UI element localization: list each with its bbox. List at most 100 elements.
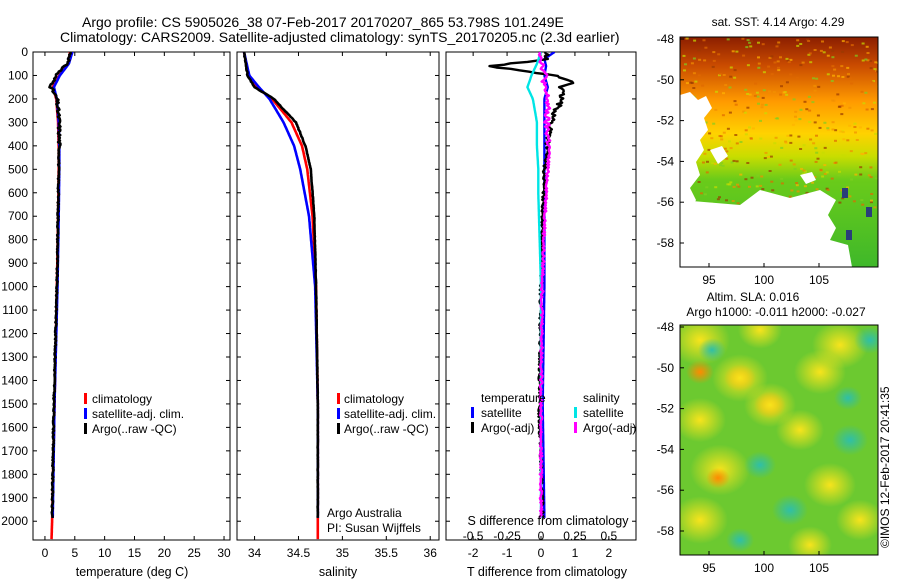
sst-texture	[756, 95, 760, 98]
sst-texture	[795, 182, 799, 184]
depth-tick-label: 1200	[1, 327, 28, 341]
sst-texture	[729, 66, 733, 69]
sst-texture	[836, 93, 840, 96]
sst-texture	[815, 151, 819, 154]
sst-texture	[826, 127, 830, 130]
depth-tick-label: 500	[8, 162, 28, 176]
title-line-2: Climatology: CARS2009. Satellite-adjuste…	[60, 29, 620, 45]
sst-texture	[837, 174, 841, 177]
sst-texture	[728, 140, 731, 143]
sst-texture	[753, 94, 757, 97]
temperature-xlabel: temperature (deg C)	[76, 565, 189, 579]
legend-swatch-sal-satellite	[574, 407, 577, 418]
sst-texture	[694, 94, 698, 97]
sst-texture	[780, 146, 784, 149]
sst-texture	[759, 119, 762, 122]
sst-texture	[708, 132, 712, 135]
sst-texture	[789, 141, 793, 144]
sst-texture	[712, 59, 716, 62]
legend-swatch-satellite	[337, 408, 340, 419]
sst-texture	[757, 41, 760, 44]
sst-texture	[799, 148, 803, 150]
sst-texture	[732, 185, 736, 188]
lat-tick-label: -56	[657, 195, 675, 209]
lat-tick-label: -56	[657, 483, 675, 497]
legend-label: Argo(-adj)	[583, 421, 636, 435]
legend-label: Argo(..raw -QC)	[92, 422, 177, 436]
sla-anomaly	[788, 526, 832, 555]
sst-texture	[823, 164, 827, 167]
sst-texture	[847, 73, 850, 76]
sst-texture	[733, 100, 737, 103]
sst-texture	[756, 174, 760, 177]
x-tick-label: 1	[572, 546, 579, 560]
sst-texture	[809, 138, 813, 141]
sst-texture	[717, 53, 721, 56]
sst-texture	[821, 151, 825, 154]
sst-texture	[777, 69, 781, 72]
sst-texture	[722, 92, 725, 95]
depth-tick-label: 200	[8, 92, 28, 106]
sst-texture	[759, 184, 763, 187]
x-tick-label: 30	[217, 546, 231, 560]
sst-texture	[786, 59, 790, 62]
sst-texture	[682, 54, 686, 57]
sla-map-title-1: Altim. SLA: 0.016	[707, 290, 800, 304]
sst-texture	[762, 89, 766, 92]
sst-texture	[800, 167, 804, 170]
depth-tick-label: 400	[8, 139, 28, 153]
temperature-x-axis: 0 5 10 15 20 25 30	[42, 52, 231, 560]
sst-texture	[812, 142, 816, 145]
sst-texture	[729, 147, 733, 150]
sst-texture	[846, 186, 850, 189]
sst-texture	[733, 76, 737, 79]
sst-texture	[771, 189, 775, 192]
sla-map-frame	[679, 324, 879, 556]
sst-texture	[831, 56, 835, 59]
sst-texture	[748, 41, 752, 44]
sst-texture	[842, 102, 846, 105]
sst-texture	[794, 110, 798, 113]
sst-texture	[761, 96, 765, 99]
sst-texture	[736, 202, 740, 205]
sst-texture	[841, 197, 845, 200]
sst-texture	[789, 58, 793, 61]
sst-texture	[808, 121, 812, 123]
sst-texture	[728, 86, 732, 89]
x-tick-label: 15	[128, 546, 142, 560]
sst-texture	[813, 94, 817, 97]
sst-texture	[744, 178, 748, 181]
sst-texture	[874, 132, 878, 135]
sst-texture	[799, 108, 803, 111]
pi-label: PI: Susan Wijffels	[327, 521, 421, 535]
sst-texture	[788, 195, 792, 198]
sst-texture	[784, 142, 788, 144]
sla-anomaly	[794, 349, 846, 395]
sst-texture	[694, 80, 698, 83]
s-difference-top-axis: -0.5 -0.25 0 0.25 0.5	[463, 529, 618, 543]
sst-texture	[736, 183, 739, 186]
sst-texture	[705, 186, 709, 189]
lat-tick-label: -58	[657, 524, 675, 538]
sst-texture	[746, 64, 750, 67]
sst-texture	[841, 76, 845, 78]
sst-texture	[831, 49, 835, 52]
sst-texture	[773, 61, 777, 64]
sst-texture	[792, 163, 796, 166]
sst-texture	[873, 101, 876, 104]
sst-texture	[840, 113, 844, 116]
sst-texture	[848, 106, 852, 109]
sst-texture	[697, 181, 701, 183]
sst-texture	[690, 62, 694, 65]
sst-texture	[840, 154, 844, 157]
sst-texture	[808, 52, 812, 55]
sst-texture	[732, 159, 736, 162]
sst-texture	[761, 188, 765, 191]
salinity-x-axis: 34 34.5 35 35.5 36	[248, 52, 437, 560]
sst-texture	[777, 41, 781, 44]
sst-texture	[779, 56, 782, 59]
sst-texture	[802, 169, 806, 172]
sst-texture	[749, 45, 753, 48]
x-tick-label: -2	[468, 546, 479, 560]
sst-texture	[807, 53, 811, 56]
